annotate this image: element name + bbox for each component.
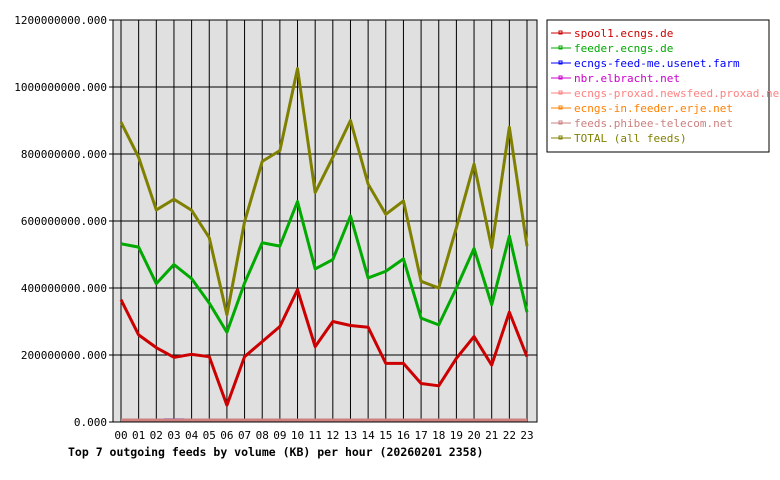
legend-label: TOTAL (all feeds)	[574, 132, 687, 145]
x-tick-label: 22	[503, 429, 516, 442]
series-total-all-feeds-	[119, 67, 529, 317]
x-tick-label: 02	[150, 429, 163, 442]
x-tick-label: 23	[520, 429, 533, 442]
legend-label: ecngs-proxad.newsfeed.proxad.net	[574, 87, 780, 100]
y-tick-label: 800000000.000	[21, 148, 107, 161]
x-tick-label: 06	[220, 429, 233, 442]
x-tick-label: 10	[291, 429, 304, 442]
x-tick-label: 20	[467, 429, 480, 442]
y-tick-label: 600000000.000	[21, 215, 107, 228]
x-tick-label: 16	[397, 429, 410, 442]
x-tick-label: 03	[167, 429, 180, 442]
x-tick-label: 01	[132, 429, 145, 442]
legend-marker	[558, 75, 563, 80]
x-tick-label: 04	[185, 429, 199, 442]
series-line	[119, 67, 529, 317]
x-tick-label: 19	[450, 429, 463, 442]
x-tick-label: 00	[114, 429, 127, 442]
legend-label: ecngs-in.feeder.erje.net	[574, 102, 733, 115]
legend-marker	[558, 90, 563, 95]
legend-marker	[558, 45, 563, 50]
x-tick-label: 09	[273, 429, 286, 442]
legend-marker	[558, 60, 563, 65]
x-tick-label: 08	[256, 429, 269, 442]
legend-marker	[558, 105, 563, 110]
x-tick-label: 13	[344, 429, 357, 442]
x-tick-label: 05	[203, 429, 216, 442]
y-tick-label: 200000000.000	[21, 349, 107, 362]
y-axis: 0.000 200000000.000 400000000.000 600000000…	[14, 14, 113, 429]
legend-box	[546, 19, 770, 153]
legend-marker	[558, 135, 563, 140]
y-tick-label: 400000000.000	[21, 282, 107, 295]
x-tick-label: 12	[326, 429, 339, 442]
x-tick-label: 14	[362, 429, 376, 442]
y-tick-label: 1200000000.000	[14, 14, 107, 27]
legend-label: nbr.elbracht.net	[574, 72, 680, 85]
y-tick-label: 0.000	[74, 416, 107, 429]
legend-label: feeder.ecngs.de	[574, 42, 673, 55]
legend-label: spool1.ecngs.de	[574, 27, 673, 40]
series-line	[120, 200, 529, 334]
x-axis: 00 01 02 03 04 05 06 07 08 09 10 11 12 13 14 15 16 17 18 19…	[114, 429, 533, 442]
legend-label: ecngs-feed-me.usenet.farm	[574, 57, 740, 70]
legend-marker	[558, 120, 563, 125]
x-tick-label: 18	[432, 429, 445, 442]
x-tick-label: 17	[414, 429, 427, 442]
y-tick-label: 1000000000.000	[14, 81, 107, 94]
legend-label: feeds.phibee-telecom.net	[574, 117, 733, 130]
x-tick-label: 11	[309, 429, 322, 442]
chart-title: Top 7 outgoing feeds by volume (KB) per …	[68, 445, 483, 459]
series-lines	[119, 67, 529, 422]
legend-marker	[558, 30, 563, 35]
series-spool1-ecngs-de	[119, 288, 529, 407]
series-feeder-ecngs-de	[120, 200, 529, 334]
legend: spool1.ecngs.de feeder.ecngs.de ecngs-feed…	[551, 27, 780, 145]
x-tick-label: 21	[485, 429, 498, 442]
x-tick-label: 15	[379, 429, 392, 442]
x-tick-label: 07	[238, 429, 251, 442]
series-line	[119, 288, 529, 407]
